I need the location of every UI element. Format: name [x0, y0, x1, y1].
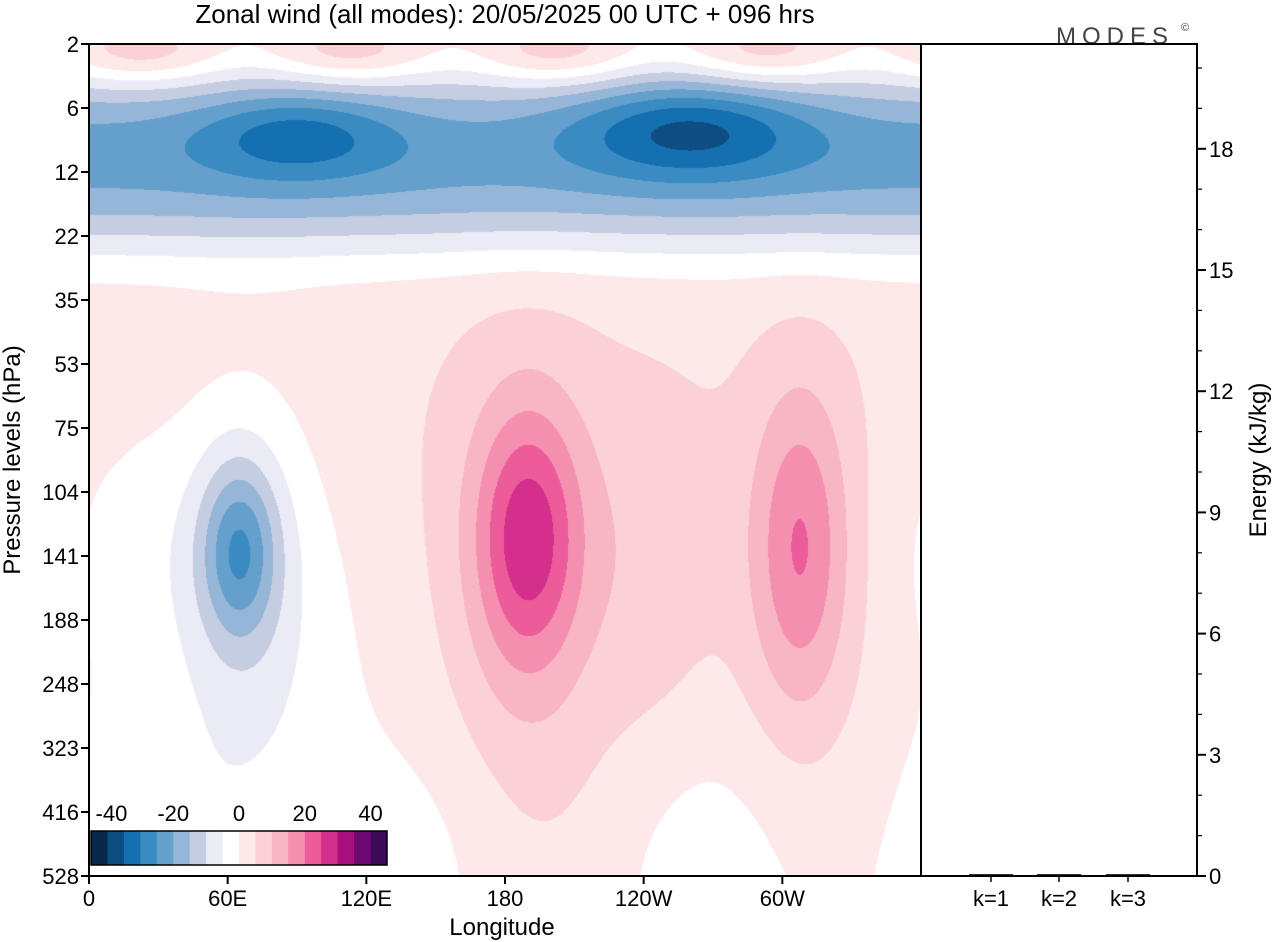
- x-tick-label: 0: [83, 886, 95, 911]
- y-tick-label: 416: [42, 800, 79, 825]
- colorbar-swatch: [370, 831, 388, 865]
- energy-bar: [969, 874, 1013, 876]
- y-tick-label: 141: [42, 544, 79, 569]
- y-tick-label: 6: [67, 96, 79, 121]
- y-tick-label: 104: [42, 480, 79, 505]
- colorbar-swatch: [189, 831, 207, 865]
- energy-category-label: k=1: [973, 886, 1009, 911]
- energy-category-label: k=3: [1110, 886, 1146, 911]
- energy-tick-label: 3: [1209, 743, 1221, 768]
- x-tick-label: 120W: [615, 886, 673, 911]
- colorbar-tick-label: -40: [96, 801, 128, 826]
- energy-tick-label: 15: [1209, 258, 1233, 283]
- energy-bar: [1106, 874, 1150, 876]
- colorbar-tick-label: 20: [293, 801, 317, 826]
- colorbar-swatch: [91, 831, 108, 865]
- energy-tick-label: 18: [1209, 137, 1233, 162]
- logo-mark: ©: [1181, 22, 1189, 34]
- x-axis-label: Longitude: [449, 914, 554, 941]
- x-tick-label: 120E: [341, 886, 392, 911]
- energy-axis-label: Energy (kJ/kg): [1245, 383, 1272, 538]
- energy-tick-label: 12: [1209, 379, 1233, 404]
- y-tick-label: 75: [55, 416, 79, 441]
- energy-category-label: k=2: [1041, 886, 1077, 911]
- colorbar-swatch: [107, 831, 125, 865]
- y-tick-label: 188: [42, 608, 79, 633]
- energy-tick-label: 9: [1209, 500, 1221, 525]
- y-tick-label: 53: [55, 352, 79, 377]
- y-tick-label: 248: [42, 672, 79, 697]
- x-tick-label: 60W: [760, 886, 805, 911]
- colorbar-swatch: [156, 831, 174, 865]
- colorbar-swatch: [288, 831, 306, 865]
- colorbar-swatch: [173, 831, 191, 865]
- longitude-axis: 0 60E 120E 180 120W 60W: [83, 876, 805, 911]
- colorbar: -40 -20 0 20 40: [90, 801, 388, 866]
- colorbar-swatch: [304, 831, 322, 865]
- colorbar-tick-label: -20: [157, 801, 189, 826]
- energy-panel: [920, 43, 1198, 877]
- heatmap-frame: [88, 43, 922, 877]
- pressure-axis: 2 6 12 22 35 53 75 104 141 188 248 323 416 528: [42, 32, 89, 889]
- colorbar-swatch: [337, 831, 355, 865]
- energy-tick-label: 6: [1209, 622, 1221, 647]
- energy-bars: [969, 874, 1150, 876]
- colorbar-swatch: [321, 831, 339, 865]
- x-tick-label: 60E: [208, 886, 247, 911]
- y-tick-label: 12: [55, 160, 79, 185]
- colorbar-swatch: [123, 831, 141, 865]
- energy-categories: k=1 k=2 k=3: [973, 876, 1146, 911]
- y-tick-label: 2: [67, 32, 79, 57]
- wind-heatmap: [89, 44, 921, 876]
- colorbar-swatch: [239, 831, 256, 865]
- colorbar-swatch: [222, 831, 240, 865]
- colorbar-swatch: [255, 831, 273, 865]
- colorbar-frame: [90, 830, 388, 866]
- energy-tick-label: 0: [1209, 864, 1221, 889]
- y-tick-label: 323: [42, 736, 79, 761]
- y-tick-label: 528: [42, 864, 79, 889]
- colorbar-swatch: [140, 831, 158, 865]
- y-axis-label: Pressure levels (hPa): [0, 345, 26, 574]
- energy-axis: 0 3 6 9 12 15 18: [1197, 67, 1233, 889]
- chart-title: Zonal wind (all modes): 20/05/2025 00 UT…: [195, 0, 814, 29]
- colorbar-tick-label: 0: [233, 801, 245, 826]
- y-tick-label: 22: [55, 224, 79, 249]
- x-tick-label: 180: [487, 886, 524, 911]
- colorbar-swatch: [354, 831, 372, 865]
- colorbar-tick-label: 40: [358, 801, 382, 826]
- y-tick-label: 35: [55, 288, 79, 313]
- colorbar-swatch: [206, 831, 224, 865]
- colorbar-swatch: [271, 831, 289, 865]
- energy-bar: [1037, 874, 1081, 876]
